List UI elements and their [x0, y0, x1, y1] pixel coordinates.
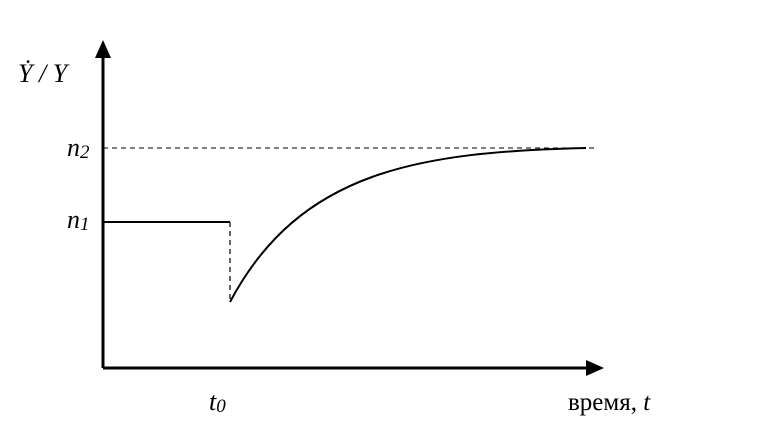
n1-label-base: n	[67, 205, 80, 234]
x-axis-arrow-icon	[586, 360, 604, 376]
y-axis-label-suffix: Y	[53, 59, 70, 88]
x-axis-label-var: t	[643, 389, 651, 416]
y-axis-label-prefix: Ẏ	[18, 59, 35, 88]
y-axis-label: Ẏ / Y	[18, 59, 70, 88]
n2-label-base: n	[67, 133, 80, 162]
t0-label: t0	[209, 387, 226, 417]
n2-label: n2	[67, 133, 90, 163]
x-axis-label: время, t	[568, 389, 651, 416]
x-axis-label-word: время,	[568, 389, 643, 416]
t0-label-sub: 0	[216, 396, 226, 417]
recovery-curve	[229, 147, 587, 303]
n1-label-sub: 1	[80, 214, 90, 235]
y-axis-arrow-icon	[95, 40, 111, 58]
y-axis-label-sep: /	[32, 59, 52, 88]
n1-label: n1	[67, 205, 90, 235]
t0-label-base: t	[209, 387, 217, 416]
n2-label-sub: 2	[80, 142, 90, 163]
